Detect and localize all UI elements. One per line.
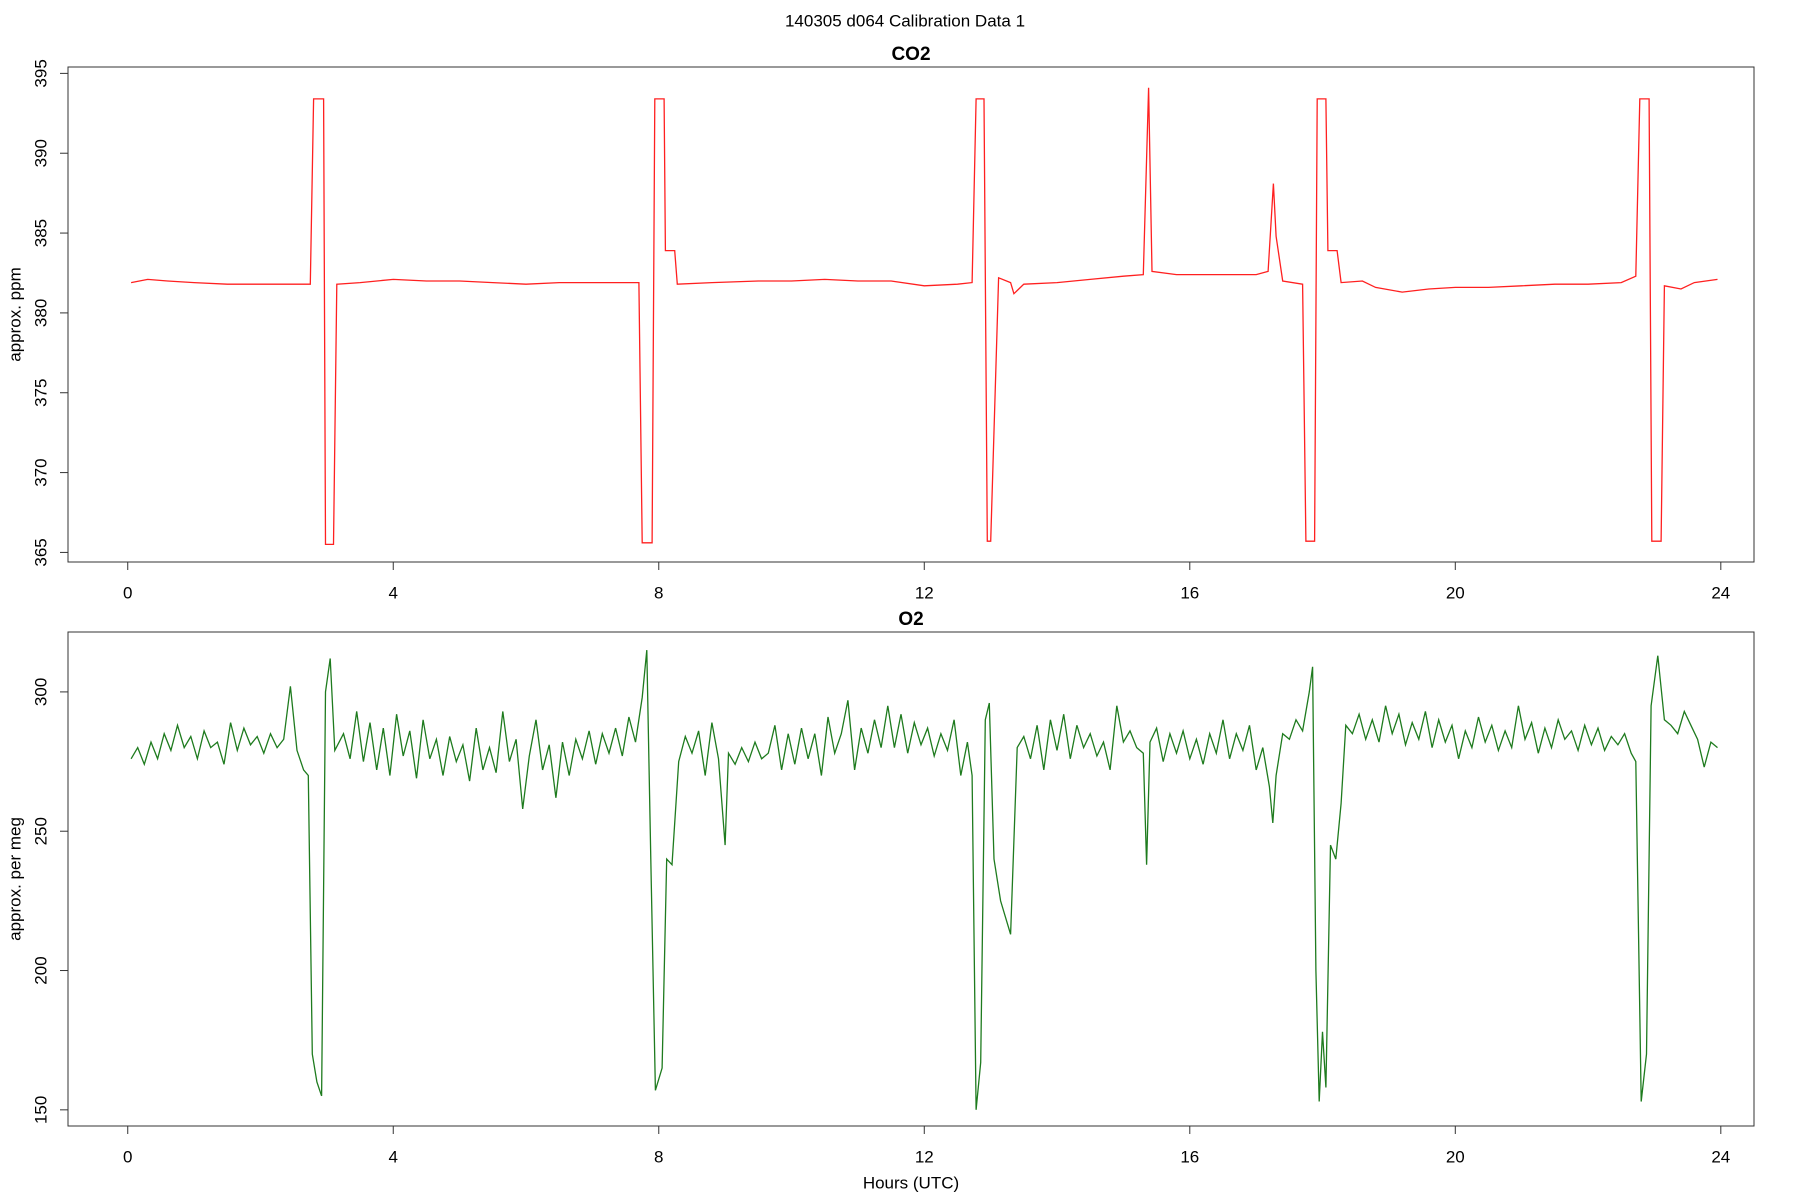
x-tick-label: 4 bbox=[389, 1147, 398, 1166]
x-axis-label: Hours (UTC) bbox=[863, 1173, 959, 1192]
y-tick-label: 375 bbox=[31, 379, 50, 407]
y-tick-label: 150 bbox=[31, 1096, 50, 1124]
data-line bbox=[130, 650, 1718, 1110]
x-tick-label: 0 bbox=[123, 583, 132, 602]
y-tick-label: 390 bbox=[31, 139, 50, 167]
x-tick-label: 24 bbox=[1711, 583, 1730, 602]
x-tick-label: 4 bbox=[389, 583, 398, 602]
x-tick-label: 16 bbox=[1180, 583, 1199, 602]
plot-frame bbox=[67, 631, 1755, 1127]
y-tick-label: 365 bbox=[31, 538, 50, 566]
x-tick-label: 20 bbox=[1446, 1147, 1465, 1166]
x-tick-label: 8 bbox=[654, 583, 663, 602]
main-title: 140305 d064 Calibration Data 1 bbox=[785, 11, 1025, 30]
plot-frame bbox=[67, 66, 1755, 563]
y-tick-label: 380 bbox=[31, 299, 50, 327]
x-tick-label: 8 bbox=[654, 1147, 663, 1166]
y-tick-label: 395 bbox=[31, 59, 50, 87]
x-tick-label: 12 bbox=[915, 583, 934, 602]
x-tick-label: 16 bbox=[1180, 1147, 1199, 1166]
y-tick-label: 200 bbox=[31, 956, 50, 984]
x-tick-label: 20 bbox=[1446, 583, 1465, 602]
x-tick-label: 12 bbox=[915, 1147, 934, 1166]
y-axis-label: approx. per meg bbox=[5, 817, 24, 941]
data-line bbox=[130, 87, 1718, 546]
x-tick-label: 24 bbox=[1711, 1147, 1730, 1166]
y-tick-label: 385 bbox=[31, 219, 50, 247]
y-axis-label: approx. ppm bbox=[5, 267, 24, 362]
y-tick-label: 300 bbox=[31, 678, 50, 706]
y-tick-label: 250 bbox=[31, 817, 50, 845]
x-tick-label: 0 bbox=[123, 1147, 132, 1166]
chart-title: CO2 bbox=[891, 44, 930, 65]
y-tick-label: 370 bbox=[31, 458, 50, 486]
chart-title: O2 bbox=[898, 609, 923, 630]
